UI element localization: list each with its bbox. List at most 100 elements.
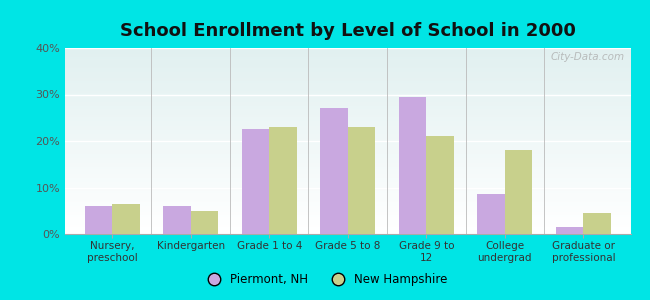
- Bar: [65, 59, 630, 61]
- Bar: [65, 117, 630, 119]
- Bar: [65, 89, 630, 91]
- Bar: [65, 128, 630, 130]
- Bar: [65, 145, 630, 147]
- Bar: [65, 215, 630, 217]
- Bar: [348, 127, 375, 234]
- Bar: [584, 213, 611, 234]
- Bar: [65, 202, 630, 204]
- Bar: [65, 182, 630, 184]
- Bar: [65, 184, 630, 186]
- Bar: [65, 122, 630, 124]
- Bar: [65, 115, 630, 117]
- Bar: [65, 180, 630, 182]
- Bar: [65, 212, 630, 214]
- Bar: [84, 206, 112, 234]
- Bar: [65, 189, 630, 191]
- Bar: [65, 67, 630, 68]
- Text: City-Data.com: City-Data.com: [551, 52, 625, 62]
- Bar: [65, 178, 630, 180]
- Bar: [65, 50, 630, 52]
- Bar: [65, 48, 630, 50]
- Bar: [65, 230, 630, 232]
- Legend: Piermont, NH, New Hampshire: Piermont, NH, New Hampshire: [198, 269, 452, 291]
- Bar: [65, 107, 630, 110]
- Bar: [65, 94, 630, 96]
- Bar: [65, 158, 630, 160]
- Bar: [65, 111, 630, 113]
- Bar: [65, 226, 630, 228]
- Bar: [65, 152, 630, 154]
- Bar: [65, 163, 630, 165]
- Bar: [65, 206, 630, 208]
- Bar: [65, 217, 630, 219]
- Bar: [65, 74, 630, 76]
- Bar: [65, 70, 630, 72]
- Bar: [65, 154, 630, 156]
- Bar: [65, 76, 630, 78]
- Bar: [65, 165, 630, 167]
- Bar: [65, 96, 630, 98]
- Bar: [65, 221, 630, 223]
- Bar: [65, 126, 630, 128]
- Bar: [65, 100, 630, 102]
- Bar: [426, 136, 454, 234]
- Bar: [65, 85, 630, 87]
- Bar: [65, 191, 630, 193]
- Bar: [65, 167, 630, 169]
- Bar: [65, 148, 630, 150]
- Bar: [65, 197, 630, 199]
- Bar: [65, 93, 630, 94]
- Bar: [65, 156, 630, 158]
- Bar: [65, 87, 630, 89]
- Bar: [65, 80, 630, 82]
- Bar: [65, 57, 630, 59]
- Bar: [65, 121, 630, 122]
- Bar: [65, 68, 630, 70]
- Bar: [65, 61, 630, 63]
- Bar: [505, 150, 532, 234]
- Bar: [65, 65, 630, 67]
- Bar: [65, 98, 630, 100]
- Bar: [65, 113, 630, 115]
- Bar: [556, 227, 584, 234]
- Bar: [65, 147, 630, 148]
- Bar: [65, 134, 630, 135]
- Bar: [65, 91, 630, 93]
- Bar: [65, 204, 630, 206]
- Bar: [65, 54, 630, 56]
- Bar: [65, 199, 630, 200]
- Bar: [163, 206, 190, 234]
- Bar: [65, 139, 630, 141]
- Bar: [65, 188, 630, 189]
- Bar: [477, 194, 505, 234]
- Bar: [65, 193, 630, 195]
- Bar: [65, 135, 630, 137]
- Bar: [65, 83, 630, 85]
- Bar: [65, 150, 630, 152]
- Bar: [65, 102, 630, 104]
- Bar: [65, 106, 630, 107]
- Bar: [65, 228, 630, 230]
- Bar: [320, 108, 348, 234]
- Bar: [65, 56, 630, 57]
- Bar: [65, 82, 630, 83]
- Bar: [65, 78, 630, 80]
- Title: School Enrollment by Level of School in 2000: School Enrollment by Level of School in …: [120, 22, 576, 40]
- Bar: [269, 127, 296, 234]
- Bar: [112, 204, 140, 234]
- Bar: [65, 171, 630, 172]
- Bar: [65, 210, 630, 212]
- Bar: [65, 119, 630, 121]
- Bar: [65, 175, 630, 176]
- Bar: [65, 143, 630, 145]
- Bar: [399, 97, 426, 234]
- Bar: [65, 52, 630, 54]
- Bar: [65, 214, 630, 215]
- Bar: [65, 200, 630, 202]
- Bar: [65, 72, 630, 74]
- Bar: [65, 160, 630, 161]
- Bar: [65, 104, 630, 106]
- Bar: [65, 137, 630, 139]
- Bar: [65, 169, 630, 171]
- Bar: [65, 132, 630, 134]
